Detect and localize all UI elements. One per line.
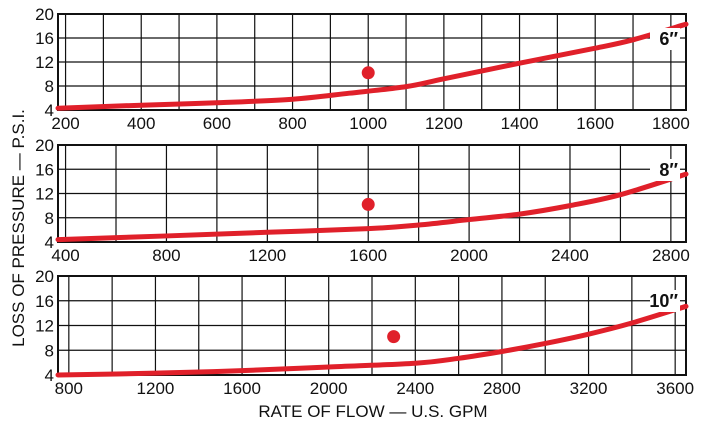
pressure-loss-curve (55, 303, 689, 378)
x-tick-label: 1600 (349, 246, 387, 265)
y-tick-label: 8 (45, 77, 54, 96)
x-tick-label: 2000 (450, 246, 488, 265)
plot-frame (57, 13, 687, 111)
x-tick-label: 1000 (349, 114, 387, 133)
size-label-background (650, 290, 680, 312)
chart-panel-1: 4 8 12 16 20 200 400 600 800 1000 1200 1400 1600 1800… (35, 5, 690, 133)
x-tick-label: 2800 (483, 379, 521, 398)
y-tick-label: 12 (35, 185, 54, 204)
chart-panel-3: 4 8 12 16 20 800 1200 1600 2000 2400 2800 3200 3600 1… (35, 267, 694, 398)
x-tick-label: 2400 (396, 379, 434, 398)
pressure-loss-curve (55, 171, 689, 243)
x-tick-label: 3600 (656, 379, 694, 398)
x-tick-label: 1600 (223, 379, 261, 398)
y-tick-label: 16 (35, 160, 54, 179)
x-tick-label: 1200 (248, 246, 286, 265)
y-tick-label: 4 (45, 366, 54, 385)
y-tick-label: 4 (45, 233, 54, 252)
chart-panels: 4 8 12 16 20 200 400 600 800 1000 1200 1400 1600 1800… (35, 5, 694, 398)
chart-panel-2: 4 8 12 16 20 400 800 1200 1600 2000 2400 2800 8″ (35, 136, 690, 265)
y-tick-label: 20 (35, 136, 54, 155)
operating-point-marker (361, 197, 375, 211)
x-tick-label: 800 (278, 114, 306, 133)
y-tick-label: 16 (35, 29, 54, 48)
x-tick-label: 1600 (576, 114, 614, 133)
pressure-loss-curve (55, 21, 689, 111)
x-tick-label: 1200 (425, 114, 463, 133)
plot-frame (57, 144, 687, 243)
pipe-size-label: 6″ (659, 29, 678, 49)
y-tick-label: 16 (35, 292, 54, 311)
y-tick-label: 20 (35, 267, 54, 286)
plot-frame (57, 275, 687, 376)
x-tick-label: 3200 (570, 379, 608, 398)
x-tick-label: 400 (127, 114, 155, 133)
y-tick-label: 8 (45, 209, 54, 228)
x-tick-label: 800 (55, 379, 83, 398)
y-axis-title: LOSS OF PRESSURE — P.S.I. (9, 109, 28, 347)
x-tick-label: 2000 (310, 379, 348, 398)
x-tick-label: 600 (203, 114, 231, 133)
x-tick-label: 1400 (501, 114, 539, 133)
pipe-size-label: 8″ (659, 160, 678, 180)
operating-point-marker (387, 330, 401, 344)
x-axis-title: RATE OF FLOW — U.S. GPM (258, 402, 487, 421)
y-tick-label: 12 (35, 317, 54, 336)
x-tick-label: 2800 (652, 246, 690, 265)
y-tick-label: 8 (45, 341, 54, 360)
x-tick-label: 1200 (137, 379, 175, 398)
x-tick-label: 200 (51, 114, 79, 133)
y-tick-label: 4 (45, 101, 54, 120)
x-tick-label: 1800 (652, 114, 690, 133)
operating-point-marker (361, 66, 375, 80)
x-tick-label: 800 (152, 246, 180, 265)
y-tick-label: 12 (35, 53, 54, 72)
size-label-background (650, 159, 680, 181)
y-tick-label: 20 (35, 5, 54, 24)
x-tick-label: 2400 (551, 246, 589, 265)
x-tick-label: 400 (51, 246, 79, 265)
size-label-background (650, 28, 680, 50)
pipe-size-label: 10″ (649, 291, 678, 311)
